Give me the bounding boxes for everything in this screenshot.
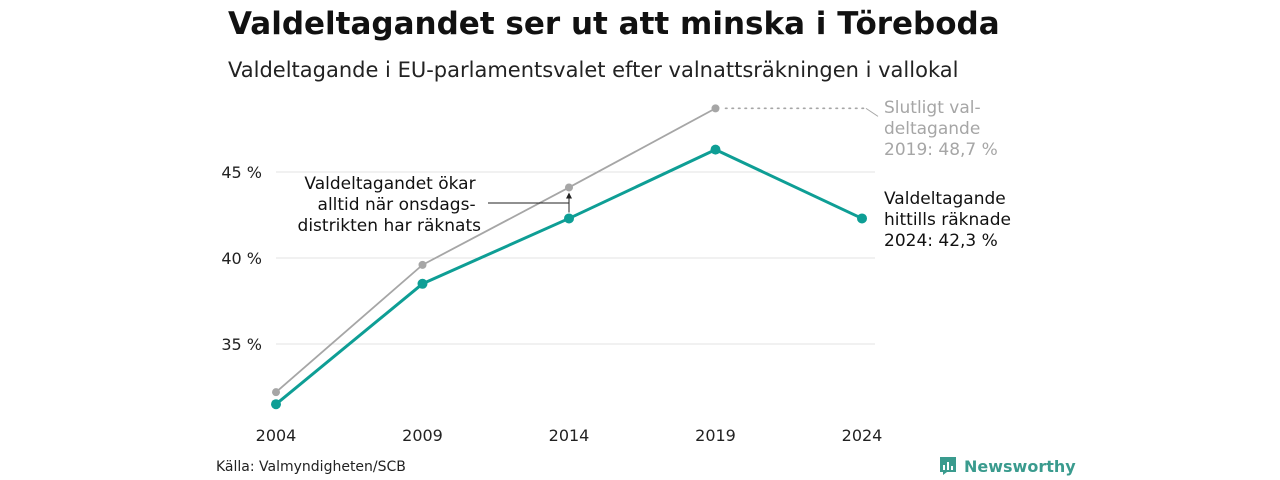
- data-point-counted: [710, 144, 721, 155]
- source-note: Källa: Valmyndigheten/SCB: [216, 459, 406, 475]
- y-axis-ticks: 35 % 40 % 45 %: [221, 163, 262, 354]
- data-point-final: [711, 104, 720, 113]
- brand-name: Newsworthy: [964, 456, 1076, 476]
- chart-subtitle: Valdeltagande i EU-parlamentsvalet efter…: [228, 58, 959, 82]
- note-annotation-line: Valdeltagandet ökar: [304, 174, 475, 194]
- series: [271, 104, 867, 410]
- data-point-counted: [271, 399, 281, 410]
- data-point-counted: [857, 213, 867, 224]
- note-annotation: Valdeltagandet ökar alltid när onsdags- …: [298, 174, 482, 236]
- gridlines: [276, 171, 875, 345]
- x-tick-label: 2024: [842, 426, 883, 445]
- x-tick-label: 2004: [256, 426, 297, 445]
- counted-2024-annotation-line: Valdeltagande: [884, 189, 1006, 209]
- counted-2024-annotation: Valdeltagande hittills räknade 2024: 42,…: [884, 189, 1016, 251]
- data-point-final: [272, 388, 280, 397]
- data-point-final: [565, 183, 573, 192]
- x-tick-label: 2009: [402, 426, 443, 445]
- newsworthy-logo[interactable]: Newsworthy: [938, 456, 1076, 476]
- data-point-final: [418, 260, 427, 269]
- data-point-counted: [564, 213, 574, 224]
- data-point-counted: [417, 278, 428, 289]
- x-axis-ticks: 2004 2009 2014 2019 2024: [256, 426, 883, 445]
- y-tick-label: 35 %: [221, 335, 262, 354]
- chart-title: Valdeltagandet ser ut att minska i Töreb…: [228, 6, 1000, 42]
- y-tick-label: 45 %: [221, 163, 262, 182]
- final-2019-annotation-line: deltagande: [884, 119, 980, 139]
- newsworthy-chart-icon: [940, 457, 956, 475]
- final-2019-connector: [865, 107, 879, 117]
- annotations: Slutligt val- deltagande 2019: 48,7 % Va…: [298, 98, 1016, 251]
- note-arrowhead: [566, 192, 572, 199]
- final-2019-annotation-line: 2019: 48,7 %: [884, 140, 998, 160]
- note-annotation-line: distrikten har räknats: [298, 216, 482, 236]
- counted-2024-annotation-line: 2024: 42,3 %: [884, 231, 998, 251]
- y-tick-label: 40 %: [221, 249, 262, 268]
- final-2019-annotation: Slutligt val- deltagande 2019: 48,7 %: [884, 98, 998, 160]
- note-annotation-line: alltid när onsdags-: [318, 195, 476, 215]
- x-tick-label: 2019: [695, 426, 736, 445]
- counted-2024-annotation-line: hittills räknade: [884, 210, 1011, 230]
- x-tick-label: 2014: [549, 426, 590, 445]
- final-2019-annotation-line: Slutligt val-: [884, 98, 981, 118]
- series-line-final: [275, 107, 716, 393]
